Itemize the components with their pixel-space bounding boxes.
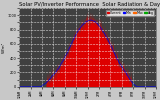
Y-axis label: W/m²: W/m² — [2, 42, 6, 53]
Text: Solar PV/Inverter Performance  Solar Radiation & Day Average per Minute: Solar PV/Inverter Performance Solar Radi… — [19, 2, 160, 7]
Legend: Current, Min, Max, Avg: Current, Min, Max, Avg — [106, 10, 154, 16]
